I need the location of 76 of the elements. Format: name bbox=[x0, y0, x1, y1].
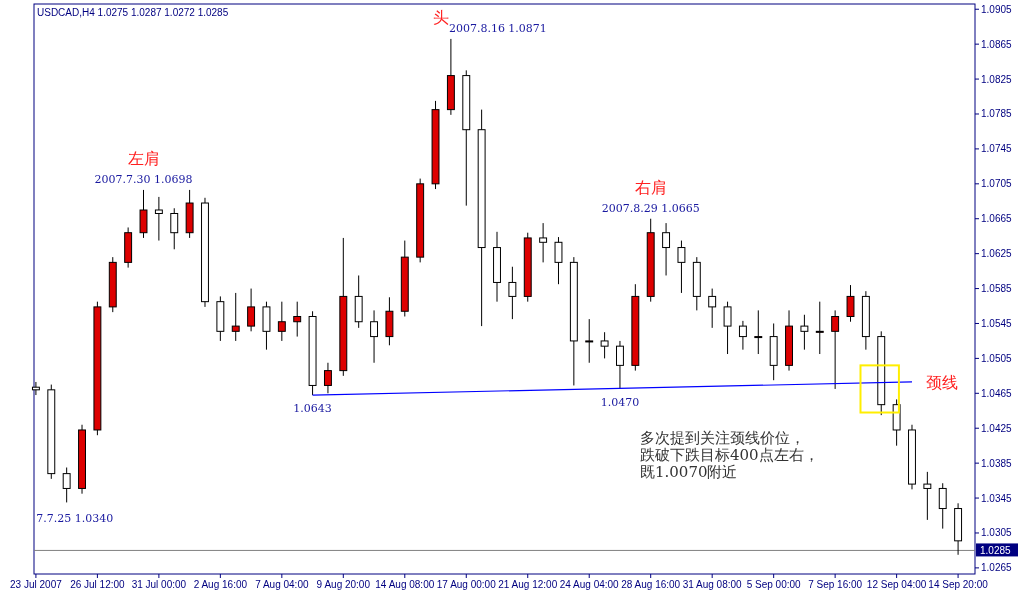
candlestick bbox=[62, 467, 71, 503]
x-tick-label: 23 Jul 2007 bbox=[10, 579, 63, 590]
x-tick-label: 12 Sep 04:00 bbox=[866, 579, 927, 590]
candlestick bbox=[738, 320, 747, 351]
x-tick-label: 31 Aug 08:00 bbox=[682, 579, 743, 590]
candlestick bbox=[800, 314, 809, 351]
annotation: 跌破下跌目标400点左右， bbox=[640, 446, 819, 464]
annotation: 2007.8.16 1.0871 bbox=[448, 21, 547, 35]
y-tick-label: 1.0585 bbox=[981, 283, 1013, 295]
x-tick-label: 9 Aug 20:00 bbox=[316, 579, 371, 590]
candlestick bbox=[323, 362, 332, 394]
annotation: 头 bbox=[432, 7, 449, 27]
candlestick bbox=[154, 196, 163, 242]
y-tick-label: 1.0265 bbox=[981, 562, 1013, 574]
candlestick bbox=[616, 340, 624, 390]
candlestick bbox=[247, 288, 256, 332]
annotation: 左肩 bbox=[127, 148, 160, 168]
candlestick bbox=[846, 284, 855, 323]
x-tick-label: 31 Jul 00:00 bbox=[131, 579, 187, 590]
y-tick-label: 1.0505 bbox=[981, 352, 1013, 364]
x-tick-label: 14 Sep 20:00 bbox=[928, 579, 989, 590]
x-tick-label: 28 Aug 16:00 bbox=[621, 579, 681, 590]
candlestick bbox=[293, 301, 302, 338]
annotation: 2007.8.29 1.0665 bbox=[601, 201, 700, 215]
annotation: 1.0470 bbox=[600, 395, 640, 409]
chart-title: USDCAD,H4 1.0275 1.0287 1.0272 1.0285 bbox=[37, 7, 229, 18]
annotation: 右肩 bbox=[634, 177, 667, 197]
y-tick-label: 1.0865 bbox=[981, 38, 1013, 50]
annotation: 1.0643 bbox=[293, 402, 332, 416]
y-tick-label: 1.0825 bbox=[981, 73, 1013, 85]
annotation: 2007.7.30 1.0698 bbox=[94, 172, 193, 186]
x-tick-label: 2 Aug 16:00 bbox=[193, 579, 248, 590]
x-tick-label: 7 Sep 16:00 bbox=[808, 579, 863, 590]
candlestick bbox=[170, 207, 179, 250]
candlestick bbox=[831, 309, 840, 390]
candlestick bbox=[723, 301, 732, 355]
y-tick-label: 1.0465 bbox=[981, 387, 1013, 399]
candlestick bbox=[600, 331, 609, 359]
x-tick-label: 14 Aug 08:00 bbox=[375, 579, 435, 590]
candlestick bbox=[754, 309, 763, 355]
x-tick-label: 5 Sep 00:00 bbox=[746, 579, 802, 590]
candlestick bbox=[554, 236, 563, 285]
candlestick bbox=[539, 222, 548, 263]
y-tick-label: 1.0905 bbox=[981, 3, 1013, 15]
annotation: 颈线 bbox=[925, 372, 958, 392]
candlestick bbox=[585, 318, 594, 364]
candlestick bbox=[815, 301, 824, 355]
ref-line-label: 1.0285 bbox=[980, 544, 1012, 556]
y-tick-label: 1.0705 bbox=[981, 178, 1013, 190]
candlestick bbox=[923, 471, 932, 521]
annotation: 既1.0070附近 bbox=[640, 463, 738, 481]
x-tick-label: 7 Aug 04:00 bbox=[255, 579, 309, 590]
y-tick-label: 1.0305 bbox=[981, 527, 1013, 539]
x-tick-label: 24 Aug 04:00 bbox=[559, 579, 620, 590]
y-tick-label: 1.0665 bbox=[981, 213, 1013, 225]
y-tick-label: 1.0345 bbox=[981, 492, 1013, 504]
y-tick-label: 1.0625 bbox=[981, 248, 1013, 260]
y-tick-label: 1.0425 bbox=[981, 422, 1013, 434]
candlestick bbox=[708, 288, 717, 329]
candlestick bbox=[370, 309, 379, 364]
x-tick-label: 17 Aug 00:00 bbox=[436, 579, 497, 590]
y-tick-label: 1.0385 bbox=[981, 457, 1013, 469]
annotation: 多次提到关注颈线价位， bbox=[640, 429, 805, 447]
candlestick bbox=[677, 240, 686, 294]
candlestick bbox=[139, 189, 148, 239]
x-tick-label: 26 Jul 12:00 bbox=[70, 579, 126, 590]
candlestick bbox=[662, 222, 671, 276]
y-tick-label: 1.0545 bbox=[981, 317, 1013, 329]
candlestick bbox=[231, 292, 240, 342]
candlestick bbox=[277, 301, 286, 342]
annotation: 7.7.25 1.0340 bbox=[36, 512, 114, 526]
x-tick-label: 21 Aug 12:00 bbox=[498, 579, 558, 590]
candlestick bbox=[508, 266, 517, 320]
y-tick-label: 1.0745 bbox=[981, 143, 1013, 155]
candlestick bbox=[938, 482, 947, 530]
y-tick-label: 1.0785 bbox=[981, 108, 1013, 120]
